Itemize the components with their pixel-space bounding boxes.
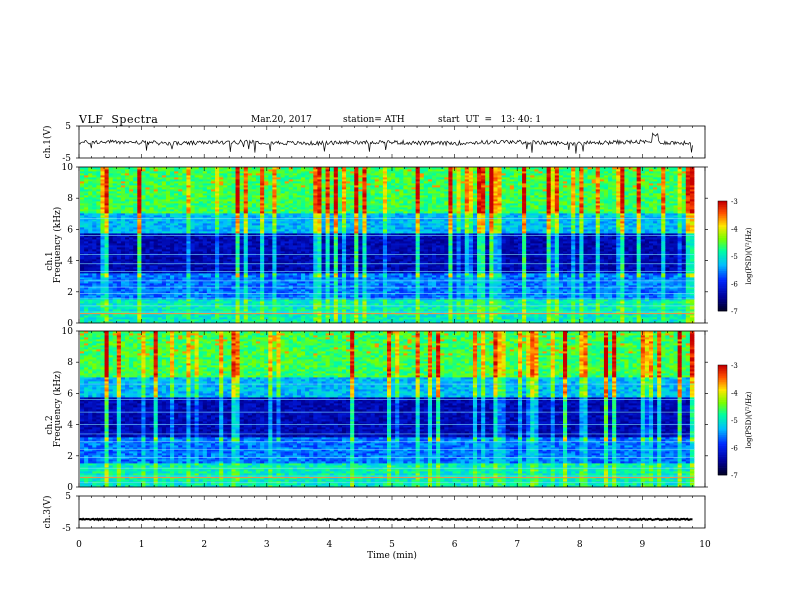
axes-frame bbox=[79, 126, 705, 158]
ch1-waveform bbox=[79, 133, 693, 153]
y-tick-label: 5 bbox=[65, 122, 71, 132]
spectrogram-ch1 bbox=[80, 167, 694, 323]
y-axis-label: ch.1(V) bbox=[42, 126, 53, 159]
